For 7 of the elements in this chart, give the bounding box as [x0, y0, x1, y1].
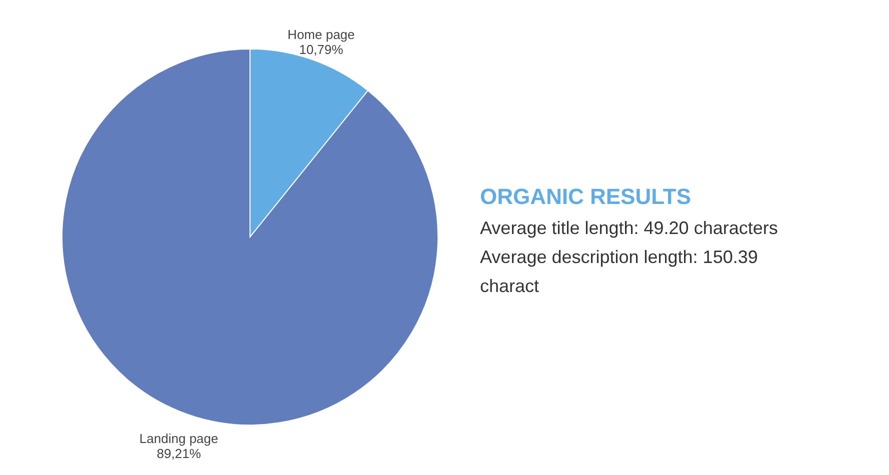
- data-label: 10,79%: [299, 42, 344, 58]
- slice-label: Landing page: [139, 430, 218, 446]
- text: ORGANIC RESULTS: [480, 184, 692, 209]
- text: Average description length: 150.39 charact: [480, 247, 758, 296]
- text: Average title length: 49.20 characters: [480, 218, 778, 238]
- data-label: 89,21%: [156, 446, 202, 461]
- slice-label: Home page: [288, 27, 355, 42]
